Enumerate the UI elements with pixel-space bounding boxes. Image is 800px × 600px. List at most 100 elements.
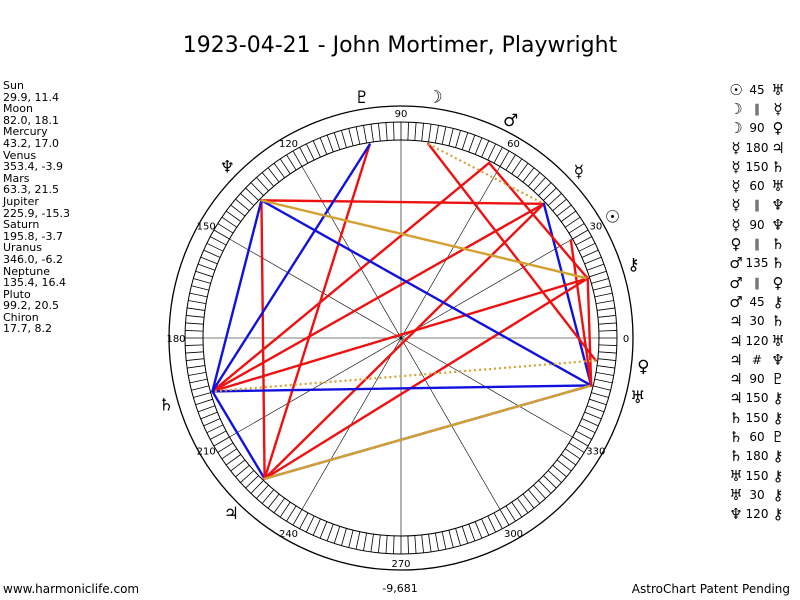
tick-mark bbox=[407, 122, 409, 141]
aspect-angle: ∥ bbox=[754, 101, 760, 116]
tick-mark bbox=[474, 521, 483, 539]
degree-label: 150 bbox=[197, 222, 216, 233]
tick-mark bbox=[393, 122, 395, 141]
aspect-row: ♂ 135 ♄ bbox=[727, 254, 797, 273]
tick-mark bbox=[556, 204, 572, 217]
aspect-planet1-glyph: ♂ bbox=[729, 254, 743, 273]
tick-mark bbox=[210, 430, 227, 440]
tick-mark bbox=[235, 464, 250, 478]
aspect-planet2-glyph: ⚷ bbox=[772, 466, 784, 485]
degree-label: 0 bbox=[623, 334, 629, 345]
tick-mark bbox=[591, 278, 609, 284]
tick-mark bbox=[584, 256, 602, 265]
tick-mark bbox=[517, 163, 529, 179]
planet-name-chiron: Chiron bbox=[3, 310, 39, 324]
tick-mark bbox=[203, 249, 221, 258]
tick-mark bbox=[378, 123, 381, 142]
tick-mark bbox=[273, 497, 285, 513]
tick-mark bbox=[421, 534, 424, 553]
tick-mark bbox=[217, 223, 234, 234]
planet-name-mars: Mars bbox=[3, 171, 30, 185]
aspect-angle: 120 bbox=[745, 507, 769, 522]
planet-mars-icon: ♂ bbox=[503, 111, 518, 131]
aspect-planet1-glyph: ☿ bbox=[731, 138, 741, 157]
planet-value-mars: 63.3, 21.5 bbox=[3, 183, 59, 197]
aspect-line bbox=[542, 202, 593, 387]
tick-mark bbox=[421, 123, 424, 142]
planet-name-mercury: Mercury bbox=[3, 125, 48, 139]
aspect-row: ☿ 90 ♆ bbox=[727, 215, 797, 234]
tick-mark bbox=[240, 470, 255, 483]
tick-mark bbox=[448, 530, 454, 548]
planet-chiron-icon: ⚷ bbox=[627, 255, 639, 275]
tick-mark bbox=[286, 154, 297, 171]
tick-mark bbox=[195, 270, 213, 278]
tick-mark bbox=[434, 532, 439, 551]
tick-mark bbox=[217, 442, 234, 453]
tick-mark bbox=[598, 322, 617, 325]
tick-mark bbox=[305, 143, 315, 161]
degree-label: 180 bbox=[166, 334, 185, 345]
tick-mark bbox=[299, 512, 309, 529]
tick-mark bbox=[591, 392, 609, 398]
aspect-line bbox=[263, 277, 589, 480]
tick-mark bbox=[256, 484, 269, 499]
tick-mark bbox=[385, 535, 388, 554]
tick-mark bbox=[572, 436, 589, 447]
tick-mark bbox=[230, 204, 246, 217]
aspect-planet2-glyph: ♆ bbox=[771, 196, 785, 215]
tick-mark bbox=[235, 198, 250, 212]
aspect-line bbox=[263, 202, 546, 480]
aspect-angle: 180 bbox=[745, 449, 769, 464]
tick-mark bbox=[185, 351, 204, 354]
aspect-planet2-glyph: ⚷ bbox=[772, 408, 784, 427]
tick-mark bbox=[195, 398, 213, 406]
planet-name-pluto: Pluto bbox=[3, 287, 31, 301]
tick-mark bbox=[187, 365, 205, 369]
tick-mark bbox=[455, 528, 461, 546]
footer-patent: AstroChart Patent Pending bbox=[631, 582, 790, 596]
degree-label: 120 bbox=[279, 139, 298, 150]
tick-mark bbox=[428, 124, 432, 142]
tick-mark bbox=[414, 535, 417, 554]
aspect-line bbox=[211, 199, 263, 393]
tick-mark bbox=[299, 147, 309, 164]
aspect-angle: 90 bbox=[749, 121, 765, 136]
aspect-planet1-glyph: ☿ bbox=[731, 177, 741, 196]
tick-mark bbox=[594, 292, 613, 298]
tick-mark bbox=[568, 442, 585, 453]
tick-mark bbox=[333, 526, 341, 544]
tick-mark bbox=[589, 398, 607, 406]
planet-saturn-icon: ♄ bbox=[159, 395, 174, 415]
aspect-row: ♃ 90 ♇ bbox=[727, 369, 797, 388]
aspect-line bbox=[211, 202, 546, 393]
tick-mark bbox=[547, 470, 562, 483]
tick-mark bbox=[586, 263, 605, 271]
aspect-angle: 150 bbox=[745, 391, 769, 406]
tick-mark bbox=[326, 134, 334, 153]
aspect-planet2-glyph: ♅ bbox=[771, 331, 785, 350]
tick-mark bbox=[355, 126, 361, 145]
tick-mark bbox=[305, 515, 315, 533]
aspect-angle: 60 bbox=[749, 179, 765, 194]
planet-position-list: Sun 29.9, 11.4 Moon 82.0, 18.1 Mercury 43.2, … bbox=[3, 80, 70, 335]
aspect-row: ♀ ∥ ♄ bbox=[727, 234, 797, 253]
tick-mark bbox=[267, 167, 280, 183]
tick-mark bbox=[191, 285, 209, 291]
aspect-row: ☿ ∥ ♆ bbox=[727, 196, 797, 215]
aspect-planet2-glyph: ⚷ bbox=[772, 389, 784, 408]
aspect-planet1-glyph: ♄ bbox=[729, 427, 743, 446]
tick-mark bbox=[385, 122, 388, 141]
tick-mark bbox=[197, 263, 216, 271]
aspect-planet1-glyph: ♄ bbox=[729, 408, 743, 427]
tick-mark bbox=[286, 505, 297, 522]
tick-mark bbox=[393, 535, 395, 554]
aspect-angle: 45 bbox=[749, 82, 765, 97]
aspect-angle: ∥ bbox=[754, 237, 760, 252]
tick-mark bbox=[186, 315, 205, 318]
tick-mark bbox=[240, 193, 255, 206]
tick-mark bbox=[226, 210, 242, 222]
planet-neptune-icon: ♆ bbox=[220, 158, 235, 178]
tick-mark bbox=[210, 236, 227, 246]
tick-mark bbox=[493, 512, 503, 529]
